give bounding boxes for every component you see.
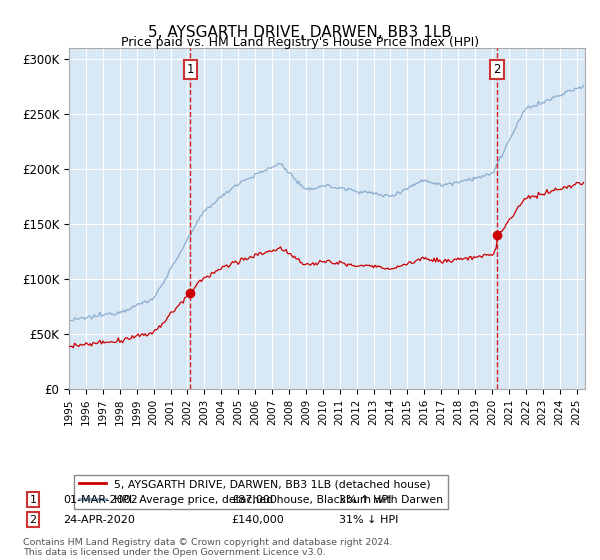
Text: 24-APR-2020: 24-APR-2020 <box>63 515 135 525</box>
Text: £87,000: £87,000 <box>231 494 277 505</box>
Text: 1: 1 <box>187 63 194 76</box>
Text: 5, AYSGARTH DRIVE, DARWEN, BB3 1LB: 5, AYSGARTH DRIVE, DARWEN, BB3 1LB <box>148 25 452 40</box>
Text: 01-MAR-2002: 01-MAR-2002 <box>63 494 138 505</box>
Text: 2: 2 <box>29 515 37 525</box>
Text: 3% ↑ HPI: 3% ↑ HPI <box>339 494 391 505</box>
Legend: 5, AYSGARTH DRIVE, DARWEN, BB3 1LB (detached house), HPI: Average price, detache: 5, AYSGARTH DRIVE, DARWEN, BB3 1LB (deta… <box>74 475 448 509</box>
Text: 2: 2 <box>493 63 501 76</box>
Text: 31% ↓ HPI: 31% ↓ HPI <box>339 515 398 525</box>
Text: 1: 1 <box>29 494 37 505</box>
Text: Price paid vs. HM Land Registry's House Price Index (HPI): Price paid vs. HM Land Registry's House … <box>121 36 479 49</box>
Text: £140,000: £140,000 <box>231 515 284 525</box>
Text: Contains HM Land Registry data © Crown copyright and database right 2024.: Contains HM Land Registry data © Crown c… <box>23 538 392 547</box>
Text: This data is licensed under the Open Government Licence v3.0.: This data is licensed under the Open Gov… <box>23 548 325 557</box>
